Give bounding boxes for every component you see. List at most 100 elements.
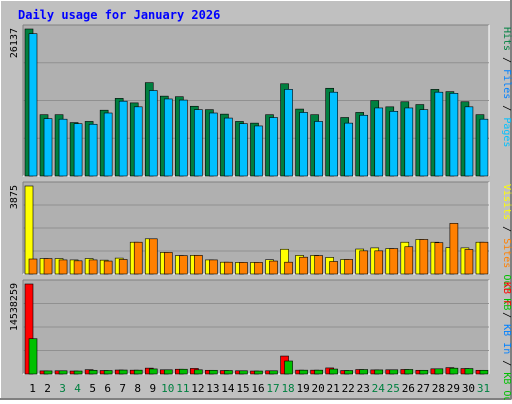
x-tick-label-day-28: 28	[432, 382, 445, 395]
bar-files-day-12	[194, 109, 203, 177]
bar-kb-out-day-20	[314, 369, 323, 375]
bar-files-day-5	[88, 123, 98, 177]
x-tick-label-day-17: 17	[266, 382, 279, 395]
legend-entry: /	[501, 220, 512, 232]
bar-sites-day-14	[224, 261, 233, 275]
x-tick-label-day-22: 22	[342, 382, 355, 395]
bar-sites-day-30	[464, 249, 474, 275]
bar-kb-out-day-12	[194, 369, 203, 375]
bar-kb-out-day-29	[449, 367, 459, 375]
x-tick-label-day-21: 21	[327, 382, 340, 395]
bar-sites-day-20	[314, 255, 323, 275]
panel-legend: Visits / Sites Out KB	[501, 184, 512, 310]
bar-sites-day-7	[118, 259, 128, 275]
bar-files-day-14	[224, 117, 233, 177]
legend-entry: /	[501, 354, 512, 366]
x-tick-label-day-11: 11	[176, 382, 189, 395]
bar-files-day-22	[344, 122, 353, 177]
bar-kb-out-day-6	[103, 370, 113, 375]
bar-sites-day-26	[404, 246, 414, 275]
bar-files-day-20	[314, 121, 323, 177]
y-axis-max-label: 3875	[9, 185, 20, 209]
x-tick-label-day-29: 29	[447, 382, 460, 395]
bar-kb-out-day-21	[329, 368, 338, 375]
legend-entry: KB	[501, 366, 512, 384]
legend-entry: /	[501, 51, 512, 63]
bar-sites-day-16	[254, 262, 263, 275]
legend-entry: F	[501, 294, 512, 306]
bar-files-day-1	[28, 33, 38, 177]
legend-entry: In	[501, 336, 512, 354]
bar-files-day-7	[118, 100, 128, 177]
bar-sites-day-5	[88, 259, 98, 275]
x-tick-label-day-27: 27	[417, 382, 430, 395]
bar-files-day-30	[464, 106, 474, 177]
bar-sites-day-13	[209, 259, 218, 275]
bar-files-day-3	[58, 118, 68, 177]
bar-sites-day-18	[284, 261, 293, 275]
bar-kb-out-day-26	[404, 369, 414, 375]
bar-kb-out-day-17	[269, 370, 278, 375]
y-axis-max-label: 26137	[9, 28, 20, 58]
bar-sites-day-17	[269, 260, 278, 275]
chart-panels: 26137 Hits / Files / Pages 3875 Visits / Si…	[9, 24, 512, 404]
bar-files-day-16	[254, 125, 263, 177]
x-tick-label-day-10: 10	[161, 382, 174, 395]
bar-kb-out-day-15	[239, 370, 248, 375]
x-tick-label-day-20: 20	[312, 382, 325, 395]
bar-sites-day-29	[449, 223, 459, 275]
bar-files-day-21	[329, 91, 338, 177]
bar-kb-out-day-19	[299, 369, 308, 375]
bar-sites-day-11	[179, 255, 188, 275]
legend-entry: Out	[501, 268, 512, 292]
panel-1: 26137 Hits / Files / Pages	[9, 24, 512, 177]
bar-files-day-31	[479, 118, 489, 177]
chart-title: Daily usage for January 2026	[18, 8, 220, 22]
bars	[24, 283, 489, 375]
bar-kb-out-day-5	[88, 369, 98, 375]
bar-files-day-17	[269, 117, 278, 177]
x-tick-label-day-25: 25	[387, 382, 400, 395]
bar-sites-day-31	[479, 241, 489, 275]
bar-files-day-18	[284, 89, 293, 177]
bar-files-day-13	[209, 112, 218, 177]
bar-kb-out-day-18	[284, 360, 293, 375]
x-tick-label-day-15: 15	[236, 382, 249, 395]
bar-kb-out-day-23	[359, 369, 369, 375]
bar-kb-out-day-24	[374, 369, 384, 375]
x-tick-label-day-8: 8	[134, 382, 141, 395]
bar-sites-day-28	[434, 242, 444, 275]
bar-kb-out-day-22	[344, 370, 353, 375]
bar-files-day-24	[374, 107, 384, 177]
bars	[24, 28, 489, 177]
bar-files-day-9	[148, 90, 158, 177]
x-tick-label-day-6: 6	[104, 382, 111, 395]
bar-kb-out-day-31	[479, 369, 489, 375]
x-tick-label-day-7: 7	[119, 382, 126, 395]
bar-kb-out-day-27	[419, 369, 429, 375]
bar-kb-out-day-7	[118, 369, 128, 375]
bar-files-day-6	[103, 112, 113, 177]
bar-files-day-2	[43, 118, 53, 177]
panel-legend: Hits / Files / Pages	[501, 27, 512, 147]
x-tick-label-day-24: 24	[372, 382, 386, 395]
bar-kb-out-day-1	[28, 338, 38, 375]
bar-files-day-29	[449, 93, 459, 177]
bar-files-day-4	[73, 123, 83, 177]
legend-entry: KB	[501, 282, 512, 294]
bar-sites-day-12	[194, 255, 203, 275]
legend-entry: Files	[501, 63, 512, 99]
bar-sites-day-8	[133, 241, 143, 275]
x-tick-label-day-14: 14	[221, 382, 235, 395]
bar-kb-out-day-14	[224, 370, 233, 375]
bar-sites-day-1	[28, 258, 38, 275]
bar-files-day-11	[179, 99, 188, 177]
legend-entry: Pages	[501, 111, 512, 147]
x-tick-label-day-5: 5	[89, 382, 96, 395]
panel-3: 14538259 KB F / KB In / KB Out	[9, 279, 512, 404]
x-tick-label-day-18: 18	[281, 382, 294, 395]
bar-sites-day-25	[389, 248, 399, 275]
bar-kb-out-day-8	[133, 369, 143, 375]
bar-kb-out-day-13	[209, 369, 218, 375]
